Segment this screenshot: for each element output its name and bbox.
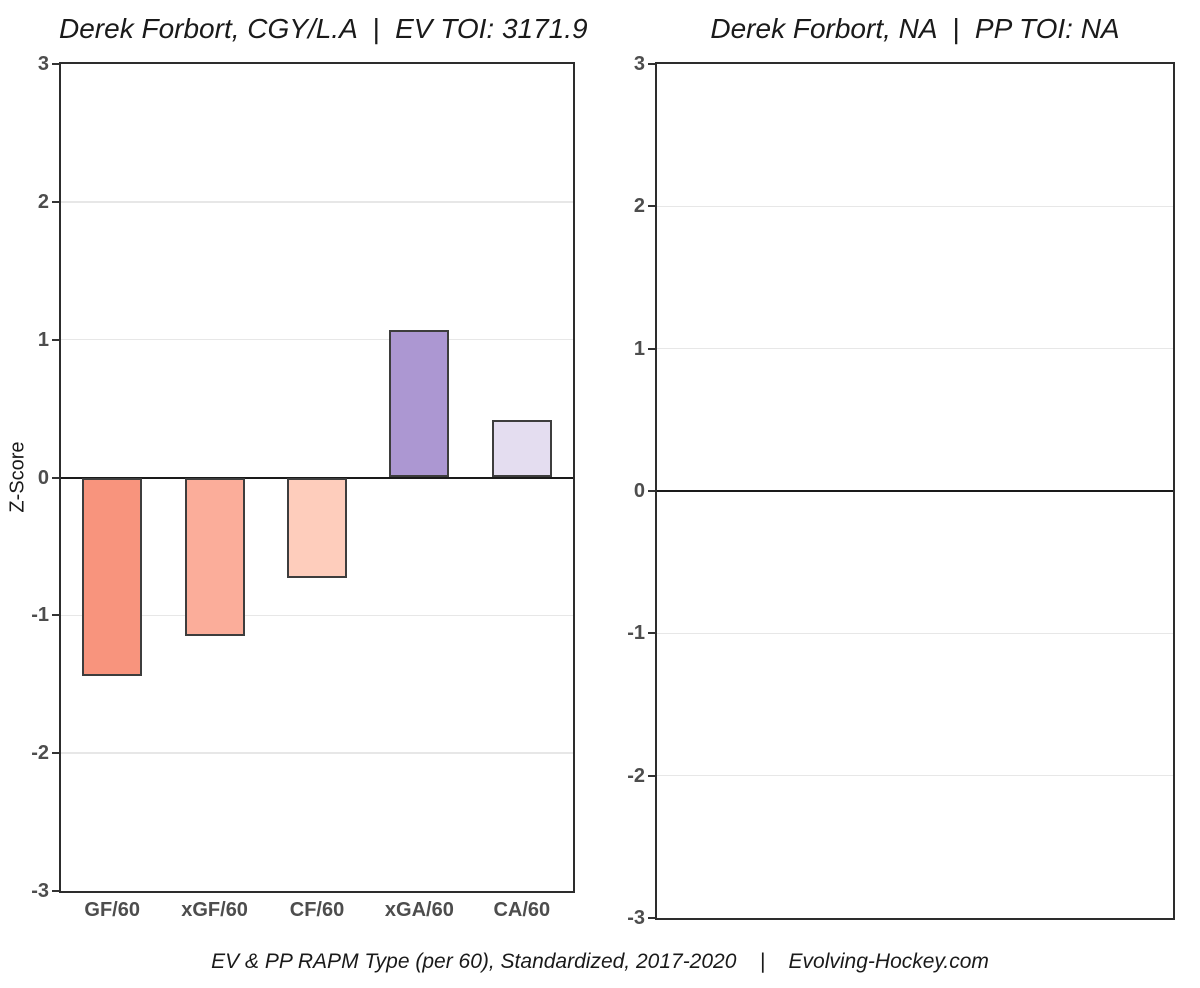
y-tick-label: -3 xyxy=(31,880,49,902)
y-tick-label: 2 xyxy=(37,190,49,213)
bar-gf-60 xyxy=(82,477,143,676)
y-tick-label: 3 xyxy=(37,53,49,75)
gridline-y-1 xyxy=(61,338,573,341)
x-tick-label: xGA/60 xyxy=(384,899,454,921)
gridline-y-2 xyxy=(657,205,1173,208)
bar-xga-60 xyxy=(389,330,450,478)
y-tick-mark xyxy=(52,476,59,479)
bar-cf-60 xyxy=(287,477,347,579)
y-tick-mark xyxy=(648,63,655,65)
y-tick-label: 1 xyxy=(37,328,49,351)
gridline-y-1 xyxy=(657,347,1173,350)
gridline-y--2 xyxy=(61,752,573,754)
right-chart-title: Derek Forbort, NA | PP TOI: NA xyxy=(710,13,1120,44)
figure-caption: EV & PP RAPM Type (per 60), Standardized… xyxy=(211,950,989,973)
ev-rapm-panel: 3 2 1 0 -1 -2 -3 GF/60 xGF/60 CF/60 xGA/60 CA/60 xyxy=(31,53,575,921)
y-tick-mark xyxy=(52,890,59,892)
x-tick-label: CF/60 xyxy=(289,899,345,921)
y-tick-label: -3 xyxy=(627,907,645,929)
y-tick-mark xyxy=(52,200,59,203)
bar-xgf-60 xyxy=(184,477,245,636)
y-tick-mark xyxy=(648,774,655,777)
left-chart-title: Derek Forbort, CGY/L.A | EV TOI: 3171.9 xyxy=(59,13,588,44)
gridline-y--1 xyxy=(61,614,573,617)
pp-rapm-panel: 3 2 1 0 -1 -2 -3 xyxy=(627,53,1175,929)
x-tick-label: xGF/60 xyxy=(181,899,248,921)
y-tick-label: 0 xyxy=(633,480,645,502)
y-tick-label: 0 xyxy=(37,466,49,489)
y-tick-mark xyxy=(52,614,59,617)
gridline-y--1 xyxy=(657,632,1173,635)
y-tick-label: 2 xyxy=(633,195,645,218)
y-tick-mark xyxy=(648,632,655,635)
y-tick-label: -1 xyxy=(31,604,49,627)
y-tick-label: -2 xyxy=(627,764,645,787)
y-tick-label: 1 xyxy=(633,337,645,360)
bar-ca-60 xyxy=(491,419,552,478)
y-tick-mark xyxy=(52,752,59,755)
gridline-y--2 xyxy=(657,774,1173,777)
y-tick-mark xyxy=(648,347,655,350)
y-tick-label: 3 xyxy=(633,53,645,75)
y-tick-label: -1 xyxy=(627,622,645,645)
zero-gridline xyxy=(657,490,1173,492)
x-tick-label: GF/60 xyxy=(84,899,140,921)
y-tick-mark xyxy=(52,338,59,341)
y-tick-label: -2 xyxy=(31,742,49,765)
gridline-y-2 xyxy=(61,201,573,203)
y-tick-mark xyxy=(52,63,59,65)
y-tick-mark xyxy=(648,917,655,919)
y-tick-mark xyxy=(648,205,655,208)
y-tick-mark xyxy=(648,490,655,492)
x-tick-label: CA/60 xyxy=(493,899,551,921)
